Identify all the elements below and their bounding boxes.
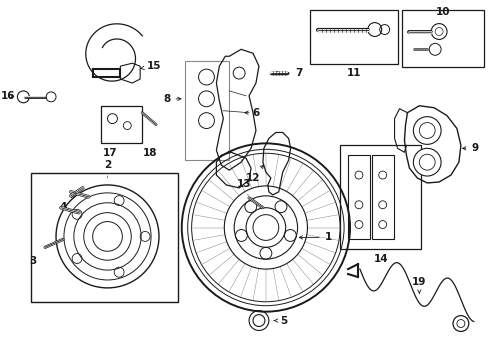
Text: 2: 2 bbox=[104, 160, 111, 178]
Text: 1: 1 bbox=[299, 233, 332, 242]
Text: 9: 9 bbox=[463, 143, 478, 153]
Bar bbox=[185, 61, 229, 160]
Circle shape bbox=[414, 148, 441, 176]
Bar bbox=[402, 10, 484, 67]
Text: 5: 5 bbox=[274, 316, 287, 325]
Text: 3: 3 bbox=[29, 256, 37, 266]
Text: 11: 11 bbox=[347, 68, 361, 78]
Bar bbox=[31, 173, 178, 302]
Text: 19: 19 bbox=[412, 277, 426, 293]
Text: 18: 18 bbox=[143, 148, 157, 158]
Text: 6: 6 bbox=[245, 108, 260, 118]
Text: 13: 13 bbox=[237, 179, 251, 195]
Text: 17: 17 bbox=[103, 148, 118, 158]
Bar bbox=[100, 106, 142, 143]
Text: 15: 15 bbox=[141, 61, 161, 71]
Bar bbox=[311, 10, 397, 64]
Text: 10: 10 bbox=[436, 7, 450, 17]
Circle shape bbox=[414, 117, 441, 144]
Text: 12: 12 bbox=[246, 165, 264, 183]
Polygon shape bbox=[404, 106, 461, 183]
Bar bbox=[340, 145, 421, 249]
Text: 4: 4 bbox=[59, 194, 74, 212]
Text: 14: 14 bbox=[373, 254, 388, 264]
Text: 16: 16 bbox=[1, 91, 16, 101]
Text: 8: 8 bbox=[163, 94, 181, 104]
Text: 7: 7 bbox=[274, 68, 302, 78]
